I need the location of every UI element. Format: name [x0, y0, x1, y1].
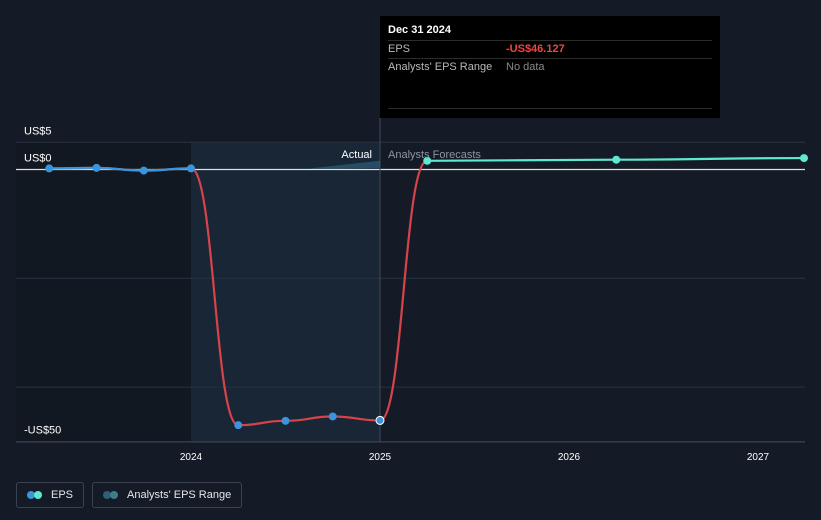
actual-shade: [191, 142, 380, 442]
eps-forecast-point: [423, 156, 432, 165]
tooltip-eps-row: EPS -US$46.127: [388, 40, 712, 58]
legend: EPS Analysts' EPS Range: [16, 482, 243, 508]
eps-actual-point: [234, 421, 243, 430]
x-tick-label: 2027: [747, 452, 770, 463]
eps-actual-point: [139, 166, 148, 175]
tooltip-range-row: Analysts' EPS Range No data: [388, 58, 712, 76]
y-tick-label: US$0: [24, 153, 52, 165]
eps-forecast-point: [612, 155, 621, 164]
range-legend-icon: [103, 490, 119, 500]
tooltip-date: Dec 31 2024: [388, 24, 451, 36]
eps-actual-point: [187, 164, 195, 173]
tooltip-range-value: No data: [506, 61, 545, 73]
legend-eps-label: EPS: [51, 489, 74, 501]
tooltip-range-label: Analysts' EPS Range: [388, 61, 493, 73]
tooltip-divider: [388, 108, 712, 109]
legend-range-button[interactable]: Analysts' EPS Range: [92, 482, 243, 508]
tooltip-eps-label: EPS: [388, 43, 411, 55]
forecast-label: Analysts Forecasts: [388, 149, 481, 161]
x-tick-label: 2024: [180, 452, 203, 463]
eps-actual-point: [92, 163, 101, 172]
eps-actual-point: [45, 164, 54, 173]
legend-eps-button[interactable]: EPS: [16, 482, 85, 508]
x-tick-label: 2025: [369, 452, 392, 463]
legend-range-label: Analysts' EPS Range: [127, 489, 232, 501]
tooltip: Dec 31 2024 EPS -US$46.127 Analysts' EPS…: [380, 16, 720, 118]
eps-actual-point: [328, 412, 337, 421]
past-shade: [16, 142, 191, 442]
tooltip-eps-value: -US$46.127: [506, 43, 565, 55]
actual-label: Actual: [341, 149, 372, 161]
y-tick-label: US$5: [24, 125, 52, 137]
eps-forecast-point: [800, 154, 808, 163]
y-tick-label: -US$50: [24, 425, 61, 437]
eps-positive-line: [49, 166, 192, 172]
eps-actual-point: [281, 416, 290, 425]
eps-legend-icon: [27, 490, 43, 500]
eps-actual-point: [375, 415, 385, 425]
x-tick-label: 2026: [558, 452, 581, 463]
analyst-range-band: [304, 160, 380, 169]
